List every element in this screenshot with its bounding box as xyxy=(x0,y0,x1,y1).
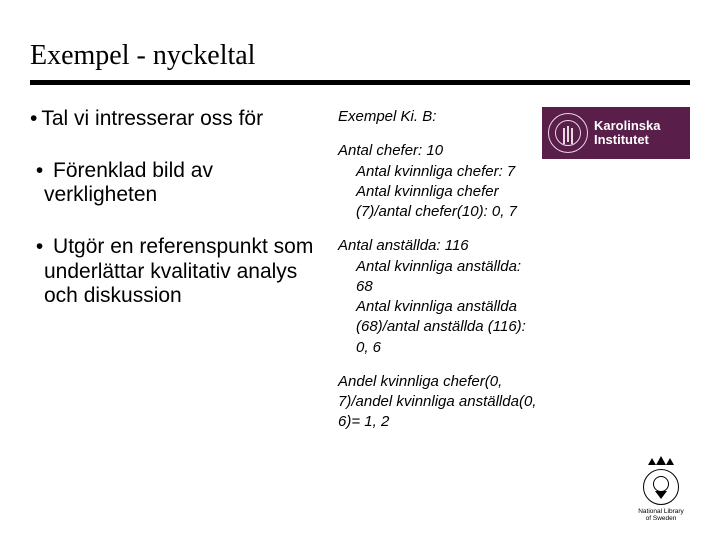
kb-caption-line2: of Sweden xyxy=(628,515,694,522)
title-rule xyxy=(30,80,690,85)
kb-circle-icon xyxy=(643,469,679,505)
chefer-ratio: Antal kvinnliga chefer (7)/antal chefer(… xyxy=(338,182,540,223)
bullet-2-text: Förenklad bild av verkligheten xyxy=(44,159,213,206)
left-column: •Tal vi intresserar oss för • Förenklad … xyxy=(30,107,320,447)
columns: •Tal vi intresserar oss för • Förenklad … xyxy=(30,107,690,447)
ki-logo-line1: Karolinska xyxy=(594,119,660,133)
ki-seal-icon xyxy=(548,113,588,153)
chefer-total: Antal chefer: 10 xyxy=(338,141,540,161)
anstallda-kvinnliga: Antal kvinnliga anställda: 68 xyxy=(338,257,540,298)
bullet-2: • Förenklad bild av verkligheten xyxy=(30,159,320,207)
anstallda-ratio: Antal kvinnliga anställda (68)/antal ans… xyxy=(338,297,540,358)
bullet-1: •Tal vi intresserar oss för xyxy=(30,107,320,131)
andel-ratio: Andel kvinnliga chefer(0, 7)/andel kvinn… xyxy=(338,372,540,433)
kb-crown-icon xyxy=(648,458,674,468)
kb-caption: National Library of Sweden xyxy=(628,508,694,522)
anstallda-total: Antal anställda: 116 xyxy=(338,236,540,256)
bullet-1-text: Tal vi intresserar oss för xyxy=(41,107,263,130)
bullet-3-text: Utgör en referenspunkt som underlättar k… xyxy=(44,235,313,306)
slide-title: Exempel - nyckeltal xyxy=(30,40,690,72)
kb-logo: National Library of Sweden xyxy=(628,458,694,522)
group-chefer: Antal chefer: 10 Antal kvinnliga chefer:… xyxy=(338,141,540,222)
kb-caption-line1: National Library xyxy=(628,508,694,515)
kb-crest-icon xyxy=(635,458,687,506)
ki-logo-text: Karolinska Institutet xyxy=(594,119,660,148)
slide: Exempel - nyckeltal •Tal vi intresserar … xyxy=(0,0,720,540)
chefer-kvinnliga: Antal kvinnliga chefer: 7 xyxy=(338,162,540,182)
ki-logo: Karolinska Institutet xyxy=(542,107,690,159)
ki-logo-line2: Institutet xyxy=(594,133,660,147)
group-anstallda: Antal anställda: 116 Antal kvinnliga ans… xyxy=(338,236,540,358)
example-heading: Exempel Ki. B: xyxy=(338,107,540,127)
group-andel: Andel kvinnliga chefer(0, 7)/andel kvinn… xyxy=(338,372,540,433)
bullet-3: • Utgör en referenspunkt som underlättar… xyxy=(30,235,320,307)
right-column: Karolinska Institutet Exempel Ki. B: Ant… xyxy=(338,107,690,447)
